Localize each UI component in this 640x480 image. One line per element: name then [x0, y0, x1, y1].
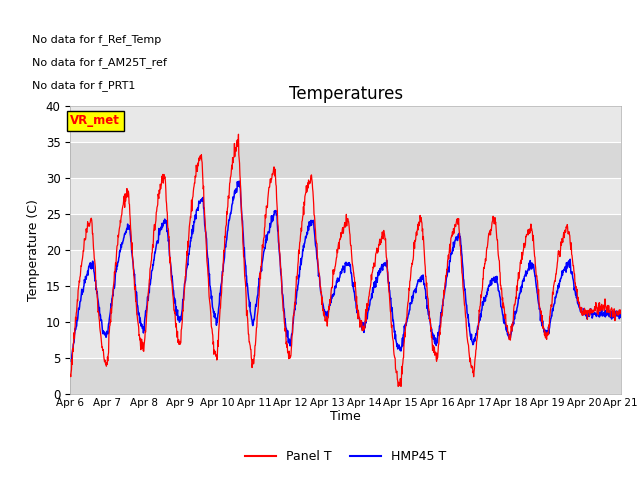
Text: No data for f_AM25T_ref: No data for f_AM25T_ref [32, 57, 167, 68]
Panel T [235, 132, 243, 137]
Bar [70, 286, 621, 322]
HMP45 T [67, 358, 74, 364]
HMP45 T [616, 314, 624, 320]
Bar [70, 322, 621, 358]
Legend: Panel T, HMP45 T: Panel T, HMP45 T [239, 445, 452, 468]
HMP45 T [67, 359, 75, 364]
Bar [70, 178, 621, 214]
Text: VR_met: VR_met [70, 114, 120, 127]
Title: Temperatures: Temperatures [289, 84, 403, 103]
Bar [70, 142, 621, 178]
Bar [70, 214, 621, 250]
HMP45 T [236, 178, 243, 184]
Panel T [380, 228, 388, 233]
Panel T [300, 199, 308, 205]
Text: No data for f_Ref_Temp: No data for f_Ref_Temp [32, 34, 161, 45]
Line: Panel T: Panel T [70, 134, 620, 386]
Panel T [67, 372, 74, 377]
Bar [70, 106, 621, 142]
HMP45 T [301, 241, 308, 247]
Bar [70, 250, 621, 286]
Panel T [616, 307, 624, 313]
Panel T [312, 228, 319, 234]
HMP45 T [322, 309, 330, 315]
Panel T [321, 317, 329, 323]
HMP45 T [132, 289, 140, 295]
Text: No data for f_PRT1: No data for f_PRT1 [32, 80, 135, 91]
HMP45 T [380, 260, 388, 266]
Panel T [109, 287, 117, 293]
Panel T [394, 384, 402, 389]
HMP45 T [109, 288, 117, 293]
X-axis label: Time: Time [330, 410, 361, 423]
Panel T [131, 291, 139, 297]
Y-axis label: Temperature (C): Temperature (C) [28, 199, 40, 300]
HMP45 T [312, 244, 320, 250]
Line: HMP45 T: HMP45 T [70, 181, 620, 361]
Bar [70, 358, 621, 394]
